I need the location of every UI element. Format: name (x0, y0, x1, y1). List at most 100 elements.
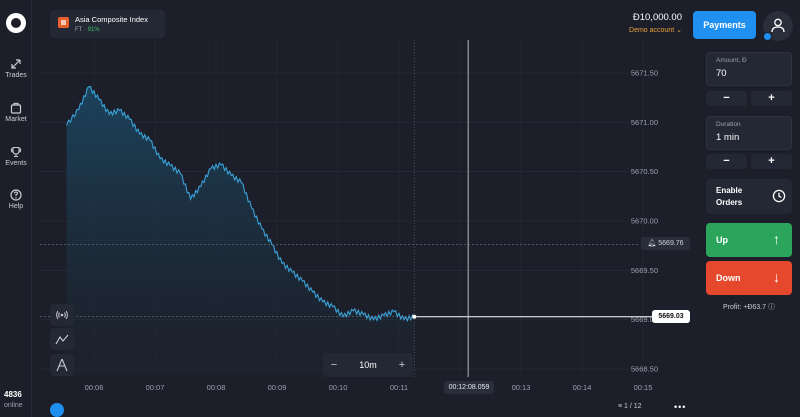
asset-name: Asia Composite Index (75, 15, 148, 24)
x-tick-label: 00:08 (207, 383, 226, 392)
x-tick-label: 00:14 (573, 383, 592, 392)
indicators-tool-button[interactable] (50, 328, 74, 350)
account-type-label: Demo account (629, 27, 675, 34)
up-button[interactable]: Up ↑ (706, 223, 792, 257)
amount-value: 70 (716, 68, 727, 79)
amount-label: Amount, Đ (716, 57, 747, 64)
price-point (98, 99, 100, 101)
trophy-icon (10, 146, 22, 158)
down-button[interactable]: Down ↓ (706, 261, 792, 295)
online-count: 4836 (4, 390, 22, 399)
alert-price-tag[interactable]: 🔔︎ 5669.76 (641, 237, 690, 250)
pager[interactable]: ≡ 1 / 12 (618, 403, 642, 410)
price-point (251, 207, 253, 209)
up-label: Up (716, 235, 728, 245)
y-tick-label: 5669.00 (631, 315, 658, 324)
current-price-tag: 5669.03 (652, 310, 690, 323)
profit-text: Profit: +Đ63.7 ⓘ (706, 302, 792, 312)
price-point (119, 110, 121, 112)
timeframe-decrease-button[interactable]: − (330, 359, 338, 371)
price-point (352, 310, 354, 312)
x-axis-labels: 00:0600:0700:0800:0900:1000:1100:1200:13… (85, 383, 653, 392)
y-tick-label: 5671.00 (631, 118, 658, 127)
price-point (159, 158, 161, 160)
price-chart[interactable]: 5671.50 5671.00 5670.50 5670.00 5669.50 5669.… (40, 40, 662, 402)
price-point (312, 291, 314, 293)
logo-icon[interactable] (6, 13, 26, 33)
price-point (241, 182, 243, 184)
y-tick-label: 5668.50 (631, 365, 658, 374)
duration-label: Duration (716, 121, 741, 128)
price-area-fill (66, 86, 415, 377)
scroll-left-button[interactable] (50, 403, 64, 417)
nav-label-events: Events (5, 160, 27, 167)
x-tick-label: 00:06 (85, 383, 104, 392)
price-point (261, 228, 263, 230)
price-point (200, 186, 202, 188)
price-point (281, 263, 283, 265)
price-point (169, 165, 171, 167)
cursor-time-tag: 00:12:08.059 (444, 381, 494, 394)
price-point (373, 319, 375, 321)
enable-orders-line1: Enable (716, 186, 743, 195)
duration-field[interactable]: Duration 1 min (706, 116, 792, 150)
avatar[interactable] (763, 11, 793, 41)
price-point (342, 316, 344, 318)
payments-button[interactable]: Payments (693, 11, 756, 39)
current-price-dot (412, 314, 417, 319)
timeframe-value[interactable]: 10m (359, 360, 377, 370)
timeframe-increase-button[interactable]: + (398, 359, 406, 371)
nav-item-help[interactable]: Help (0, 189, 32, 210)
left-nav-rail: Trades Market Events Help 4836 online (0, 0, 32, 417)
asset-type: FT (75, 27, 83, 33)
price-point (190, 198, 192, 200)
price-point (271, 244, 273, 246)
asset-selector[interactable]: Asia Composite Index FT · 91% (50, 10, 165, 38)
nav-label-help: Help (8, 203, 24, 210)
y-tick-label: 5669.50 (631, 266, 658, 275)
price-point (322, 301, 324, 303)
asset-flag-icon (58, 17, 69, 28)
enable-orders-label: Enable Orders (716, 185, 742, 209)
enable-orders-button[interactable]: Enable Orders (706, 179, 792, 214)
online-label: online (4, 402, 23, 409)
amount-increase-button[interactable]: + (751, 91, 792, 106)
price-point (393, 311, 395, 313)
status-badge (763, 32, 772, 41)
duration-increase-button[interactable]: + (751, 154, 792, 169)
price-point (332, 306, 334, 308)
amount-decrease-button[interactable]: − (706, 91, 747, 106)
arrow-up-icon: ↑ (773, 231, 780, 247)
arrow-down-icon: ↓ (773, 269, 780, 285)
price-point (88, 86, 90, 88)
price-line (66, 85, 415, 323)
chevron-down-icon: ⌄ (676, 27, 682, 34)
price-point (108, 114, 110, 116)
y-tick-label: 5671.50 (631, 69, 658, 78)
drawing-icon (56, 358, 68, 372)
nav-label-market: Market (5, 116, 27, 123)
price-point (180, 173, 182, 175)
account-type-dropdown[interactable]: Demo account ⌄ (600, 26, 682, 34)
pager-value: 1 / 12 (624, 403, 642, 410)
nav-item-events[interactable]: Events (0, 146, 32, 167)
duration-decrease-button[interactable]: − (706, 154, 747, 169)
info-icon[interactable]: ⓘ (767, 304, 775, 311)
more-options-icon[interactable]: ••• (674, 402, 687, 412)
signals-tool-button[interactable] (50, 304, 74, 326)
price-points (66, 86, 417, 321)
alert-price-value: 5669.76 (658, 240, 684, 247)
price-point (66, 124, 68, 126)
drawing-tool-button[interactable] (50, 354, 74, 376)
broadcast-icon (56, 310, 68, 320)
account-balance[interactable]: Đ10,000.00 (632, 12, 682, 23)
price-point (210, 168, 212, 170)
nav-label-trades: Trades (5, 72, 27, 79)
clock-icon (772, 189, 786, 203)
amount-field[interactable]: Amount, Đ 70 (706, 52, 792, 86)
asset-payout: 91% (87, 27, 100, 33)
nav-item-trades[interactable]: Trades (0, 58, 32, 79)
enable-orders-line2: Orders (716, 198, 743, 207)
price-point (291, 272, 293, 274)
nav-item-market[interactable]: Market (0, 102, 32, 123)
